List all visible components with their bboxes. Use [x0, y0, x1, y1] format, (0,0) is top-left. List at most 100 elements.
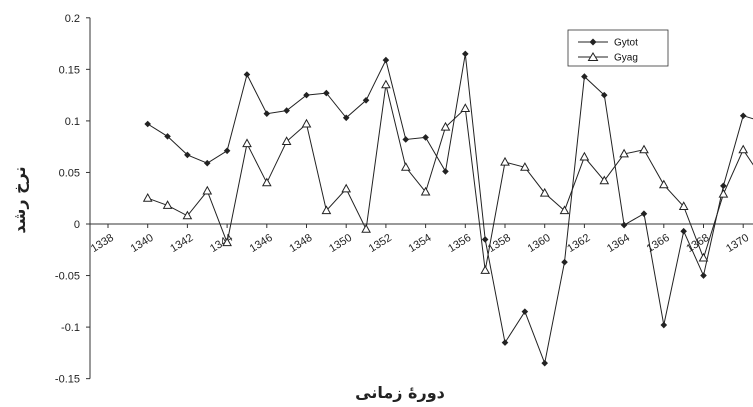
- data-point-gytot: [422, 134, 429, 141]
- x-axis-title: دورهٔ زمانی: [355, 383, 445, 402]
- data-point-gyag: [202, 185, 213, 195]
- data-point-gyag: [381, 79, 391, 89]
- data-point-gytot: [720, 182, 727, 190]
- x-tick-label: 1344: [208, 232, 235, 255]
- data-point-gyag: [639, 144, 649, 154]
- data-point-gyag: [460, 103, 471, 112]
- data-point-gyag: [520, 162, 530, 171]
- data-point-gyag: [599, 175, 610, 185]
- legend: Gytot Gyag: [567, 29, 669, 67]
- data-point-gytot: [739, 112, 747, 120]
- data-point-gyag: [738, 144, 749, 154]
- data-point-gytot: [600, 91, 608, 99]
- data-point-gytot: [263, 110, 271, 117]
- data-point-gytot: [303, 91, 310, 99]
- x-tick-label: 1352: [367, 232, 394, 255]
- y-tick-label: 0.1: [65, 116, 80, 128]
- data-point-gytot: [501, 339, 509, 346]
- data-point-gyag: [678, 201, 689, 210]
- y-tick-label: -0.05: [55, 271, 80, 283]
- data-point-gyag: [361, 223, 371, 233]
- data-point-gytot: [541, 359, 548, 367]
- x-axis: 1338 1340 1342 1344 1346 1348 1350 1352 1354 1356…: [89, 223, 753, 255]
- series-gyag: [142, 79, 753, 274]
- data-point-gyag: [658, 179, 669, 189]
- data-point-gytot: [402, 136, 410, 143]
- data-point-gyag: [420, 186, 431, 196]
- x-tick-label: 1350: [327, 232, 354, 255]
- data-point-gyag: [182, 210, 193, 220]
- data-point-gytot: [660, 321, 668, 329]
- series-gytot: [144, 50, 753, 367]
- y-axis: 0.2 0.15 0.1 0.05 0 -0.05 -0.1 -0.15: [55, 13, 91, 386]
- data-point-gyag: [698, 252, 709, 262]
- data-point-gyag: [400, 162, 411, 171]
- data-point-gyag: [162, 200, 173, 209]
- data-point-gytot: [323, 89, 330, 97]
- x-tick-label: 1338: [89, 232, 116, 255]
- data-point-gytot: [203, 159, 211, 167]
- data-point-gyag: [718, 188, 729, 198]
- data-point-gyag: [500, 156, 510, 166]
- data-point-gytot: [581, 73, 588, 80]
- data-point-gyag: [559, 205, 570, 215]
- data-point-gytot: [164, 133, 171, 140]
- data-point-gytot: [382, 56, 390, 64]
- series-layer: [142, 50, 753, 367]
- data-point-gyag: [539, 187, 550, 197]
- data-point-gyag: [321, 205, 332, 215]
- y-axis-title: نرخ رشد: [10, 166, 29, 233]
- data-point-gyag: [619, 148, 629, 158]
- data-point-gyag: [222, 237, 232, 247]
- data-point-gyag: [142, 192, 153, 202]
- data-point-gyag: [440, 121, 451, 131]
- x-tick-label: 1360: [526, 232, 553, 255]
- y-tick-label: -0.1: [61, 322, 80, 334]
- x-tick-label: 1348: [287, 232, 314, 255]
- y-tick-label: 0: [74, 219, 80, 231]
- x-tick-label: 1354: [406, 232, 433, 255]
- legend-label-gyag: Gyag: [614, 53, 638, 64]
- x-tick-label: 1342: [168, 232, 195, 255]
- data-point-gytot: [462, 50, 469, 58]
- data-point-gytot: [620, 221, 628, 229]
- data-point-gytot: [342, 114, 350, 122]
- data-point-gytot: [700, 272, 707, 279]
- y-tick-label: 0.15: [59, 64, 80, 76]
- data-point-gytot: [680, 227, 687, 235]
- data-point-gytot: [442, 168, 449, 175]
- data-point-gytot: [521, 308, 529, 315]
- y-tick-label: 0.05: [59, 167, 80, 179]
- x-tick-label: 1340: [129, 232, 156, 255]
- data-point-gyag: [341, 183, 352, 193]
- legend-marker-gytot: [589, 38, 597, 46]
- x-tick-label: 1356: [446, 232, 473, 255]
- data-point-gyag: [261, 177, 272, 187]
- y-tick-label: -0.15: [55, 374, 80, 386]
- data-point-gytot: [640, 210, 648, 217]
- legend-box: [567, 29, 669, 67]
- x-tick-label: 1362: [565, 232, 592, 255]
- data-point-gytot: [184, 151, 191, 159]
- x-tick-label: 1366: [645, 232, 672, 255]
- data-point-gytot: [481, 236, 489, 243]
- legend-marker-gyag: [587, 52, 599, 61]
- y-tick-label: 0.2: [65, 13, 80, 25]
- data-point-gytot: [561, 258, 568, 266]
- data-point-gytot: [223, 147, 231, 155]
- x-tick-label: 1370: [724, 232, 751, 255]
- x-tick-label: 1364: [605, 232, 632, 255]
- data-point-gyag: [281, 136, 292, 145]
- data-point-gytot: [243, 71, 251, 78]
- series-line-gytot: [147, 53, 753, 366]
- legend-label-gytot: Gytot: [614, 38, 638, 49]
- data-point-gyag: [242, 138, 252, 148]
- data-point-gyag: [301, 118, 312, 128]
- x-tick-label: 1346: [248, 232, 275, 255]
- data-point-gytot: [144, 120, 151, 128]
- data-point-gytot: [362, 96, 370, 104]
- data-point-gytot: [283, 107, 290, 114]
- data-point-gyag: [579, 151, 590, 161]
- data-point-gyag: [480, 265, 491, 274]
